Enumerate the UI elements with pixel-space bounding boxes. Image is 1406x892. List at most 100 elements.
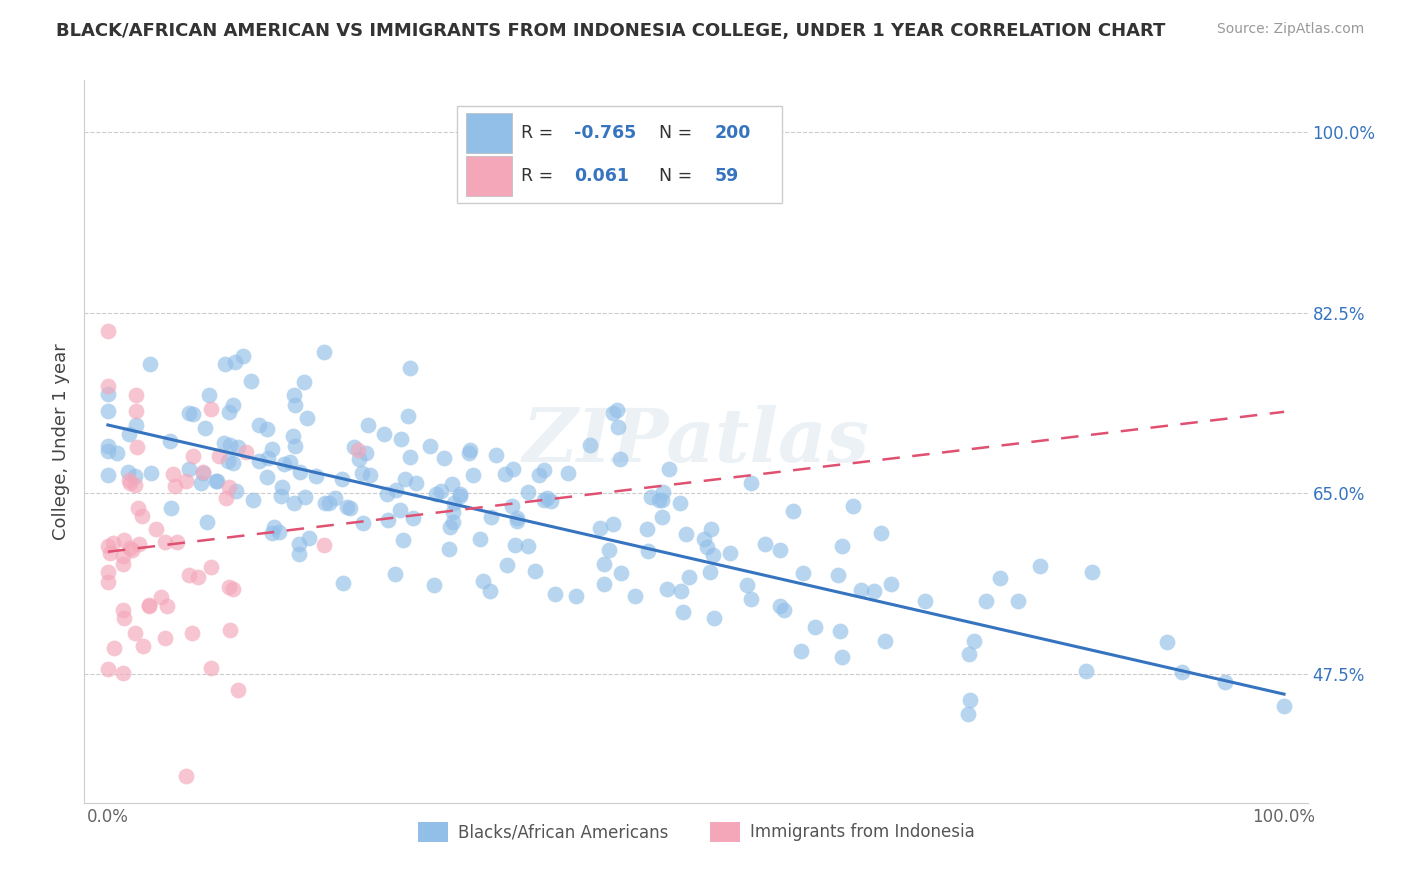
Point bbox=[339, 501, 361, 516]
Point bbox=[702, 548, 724, 562]
Point bbox=[166, 534, 188, 549]
Point bbox=[636, 522, 658, 536]
Point bbox=[479, 583, 502, 598]
Point bbox=[218, 405, 240, 419]
FancyBboxPatch shape bbox=[465, 112, 513, 153]
Point bbox=[533, 493, 555, 508]
Point bbox=[131, 508, 153, 523]
Point bbox=[124, 625, 146, 640]
Point bbox=[139, 357, 162, 371]
Point bbox=[212, 435, 235, 450]
Y-axis label: College, Under 1 year: College, Under 1 year bbox=[52, 343, 70, 540]
Point bbox=[97, 574, 120, 589]
Point bbox=[205, 474, 228, 488]
Point bbox=[606, 403, 628, 417]
Point bbox=[177, 568, 200, 582]
Point bbox=[343, 441, 366, 455]
Point bbox=[207, 474, 229, 488]
Point bbox=[283, 388, 305, 402]
Point bbox=[557, 466, 579, 480]
Point bbox=[208, 449, 231, 463]
Point bbox=[693, 532, 716, 546]
Point bbox=[623, 589, 645, 603]
Point bbox=[97, 443, 120, 458]
Point bbox=[226, 683, 249, 698]
Point bbox=[120, 476, 142, 491]
Point bbox=[193, 466, 215, 480]
Point bbox=[391, 533, 413, 547]
Point bbox=[449, 489, 471, 503]
Point bbox=[150, 591, 173, 605]
Point bbox=[449, 487, 471, 501]
FancyBboxPatch shape bbox=[457, 105, 782, 203]
Point bbox=[1007, 593, 1029, 607]
Point bbox=[138, 599, 160, 613]
Point bbox=[128, 537, 150, 551]
Point bbox=[177, 406, 200, 420]
Point bbox=[405, 475, 427, 490]
Point bbox=[269, 524, 291, 539]
Point bbox=[332, 575, 354, 590]
Point bbox=[602, 406, 624, 420]
Point bbox=[121, 543, 143, 558]
Point bbox=[377, 513, 399, 527]
Point bbox=[235, 445, 257, 459]
Point bbox=[524, 565, 547, 579]
Point bbox=[718, 546, 741, 560]
Point bbox=[657, 461, 679, 475]
Point bbox=[375, 486, 398, 500]
Point bbox=[197, 515, 219, 529]
Point bbox=[1156, 635, 1178, 649]
Point bbox=[609, 452, 631, 467]
Point bbox=[668, 496, 690, 510]
Point bbox=[1171, 665, 1194, 680]
Point bbox=[218, 580, 240, 594]
Text: ZIPatlas: ZIPatlas bbox=[523, 405, 869, 478]
Point bbox=[295, 411, 318, 425]
Text: -0.765: -0.765 bbox=[574, 124, 636, 142]
Point bbox=[347, 451, 370, 466]
Point bbox=[735, 578, 758, 592]
Point bbox=[849, 582, 872, 597]
Point bbox=[703, 610, 725, 624]
Point bbox=[772, 603, 794, 617]
Point bbox=[768, 599, 790, 614]
Point bbox=[111, 557, 134, 571]
Point bbox=[957, 647, 980, 661]
Point bbox=[145, 523, 167, 537]
Point bbox=[200, 559, 222, 574]
Point bbox=[423, 577, 446, 591]
Point bbox=[495, 467, 517, 482]
Point bbox=[323, 491, 346, 506]
Point bbox=[1029, 559, 1052, 574]
Point bbox=[141, 466, 163, 480]
Point bbox=[97, 540, 120, 554]
Point bbox=[479, 510, 502, 524]
Point bbox=[502, 462, 524, 476]
Point bbox=[610, 566, 633, 581]
Point bbox=[782, 504, 804, 518]
Point bbox=[273, 457, 295, 471]
Point bbox=[132, 639, 155, 653]
Point bbox=[1213, 675, 1236, 690]
Text: 0.061: 0.061 bbox=[574, 167, 628, 185]
Point bbox=[399, 450, 422, 464]
Point bbox=[637, 543, 659, 558]
Point bbox=[218, 623, 240, 637]
Point bbox=[288, 465, 311, 479]
Point bbox=[652, 484, 675, 499]
Point bbox=[544, 587, 567, 601]
Point bbox=[394, 472, 416, 486]
Point bbox=[222, 398, 245, 412]
Point bbox=[346, 442, 368, 457]
Point bbox=[159, 434, 181, 449]
Point bbox=[112, 610, 135, 624]
Point bbox=[675, 526, 697, 541]
Text: BLACK/AFRICAN AMERICAN VS IMMIGRANTS FROM INDONESIA COLLEGE, UNDER 1 YEAR CORREL: BLACK/AFRICAN AMERICAN VS IMMIGRANTS FRO… bbox=[56, 22, 1166, 40]
Point bbox=[257, 450, 280, 465]
Point bbox=[655, 582, 678, 596]
Point bbox=[198, 388, 221, 402]
Point bbox=[287, 547, 309, 561]
Point bbox=[443, 496, 465, 510]
Point bbox=[174, 474, 197, 488]
